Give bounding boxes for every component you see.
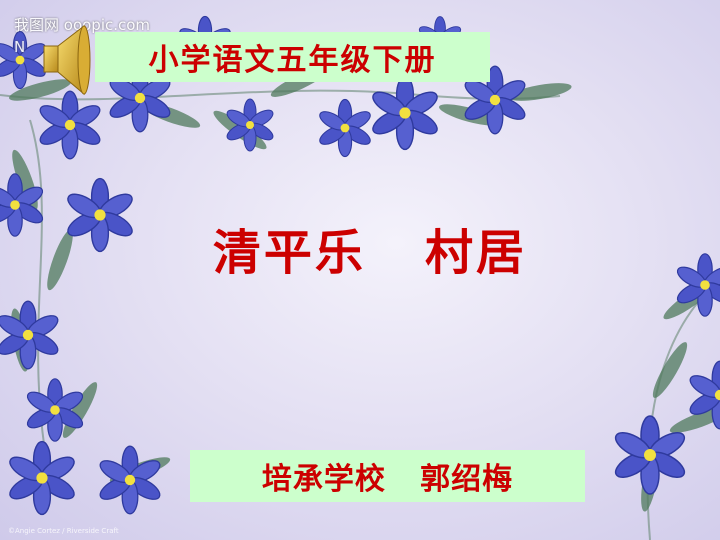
slide-title: 清平乐 村居 xyxy=(212,225,528,281)
watermark: 我图网 ooopic.com N xyxy=(14,14,150,58)
subtitle-text: 小学语文五年级下册 xyxy=(148,43,437,78)
author-label: 培承学校 郭绍梅 xyxy=(190,450,585,502)
watermark-line-2: N xyxy=(14,38,26,56)
speaker-icon[interactable] xyxy=(40,20,98,100)
watermark-line-1: 我图网 ooopic.com xyxy=(14,16,151,34)
image-credit: ©Angie Cortez / Riverside Craft xyxy=(8,527,119,535)
subtitle-label: 小学语文五年级下册 xyxy=(95,32,490,82)
author-text: 培承学校 郭绍梅 xyxy=(261,462,514,497)
